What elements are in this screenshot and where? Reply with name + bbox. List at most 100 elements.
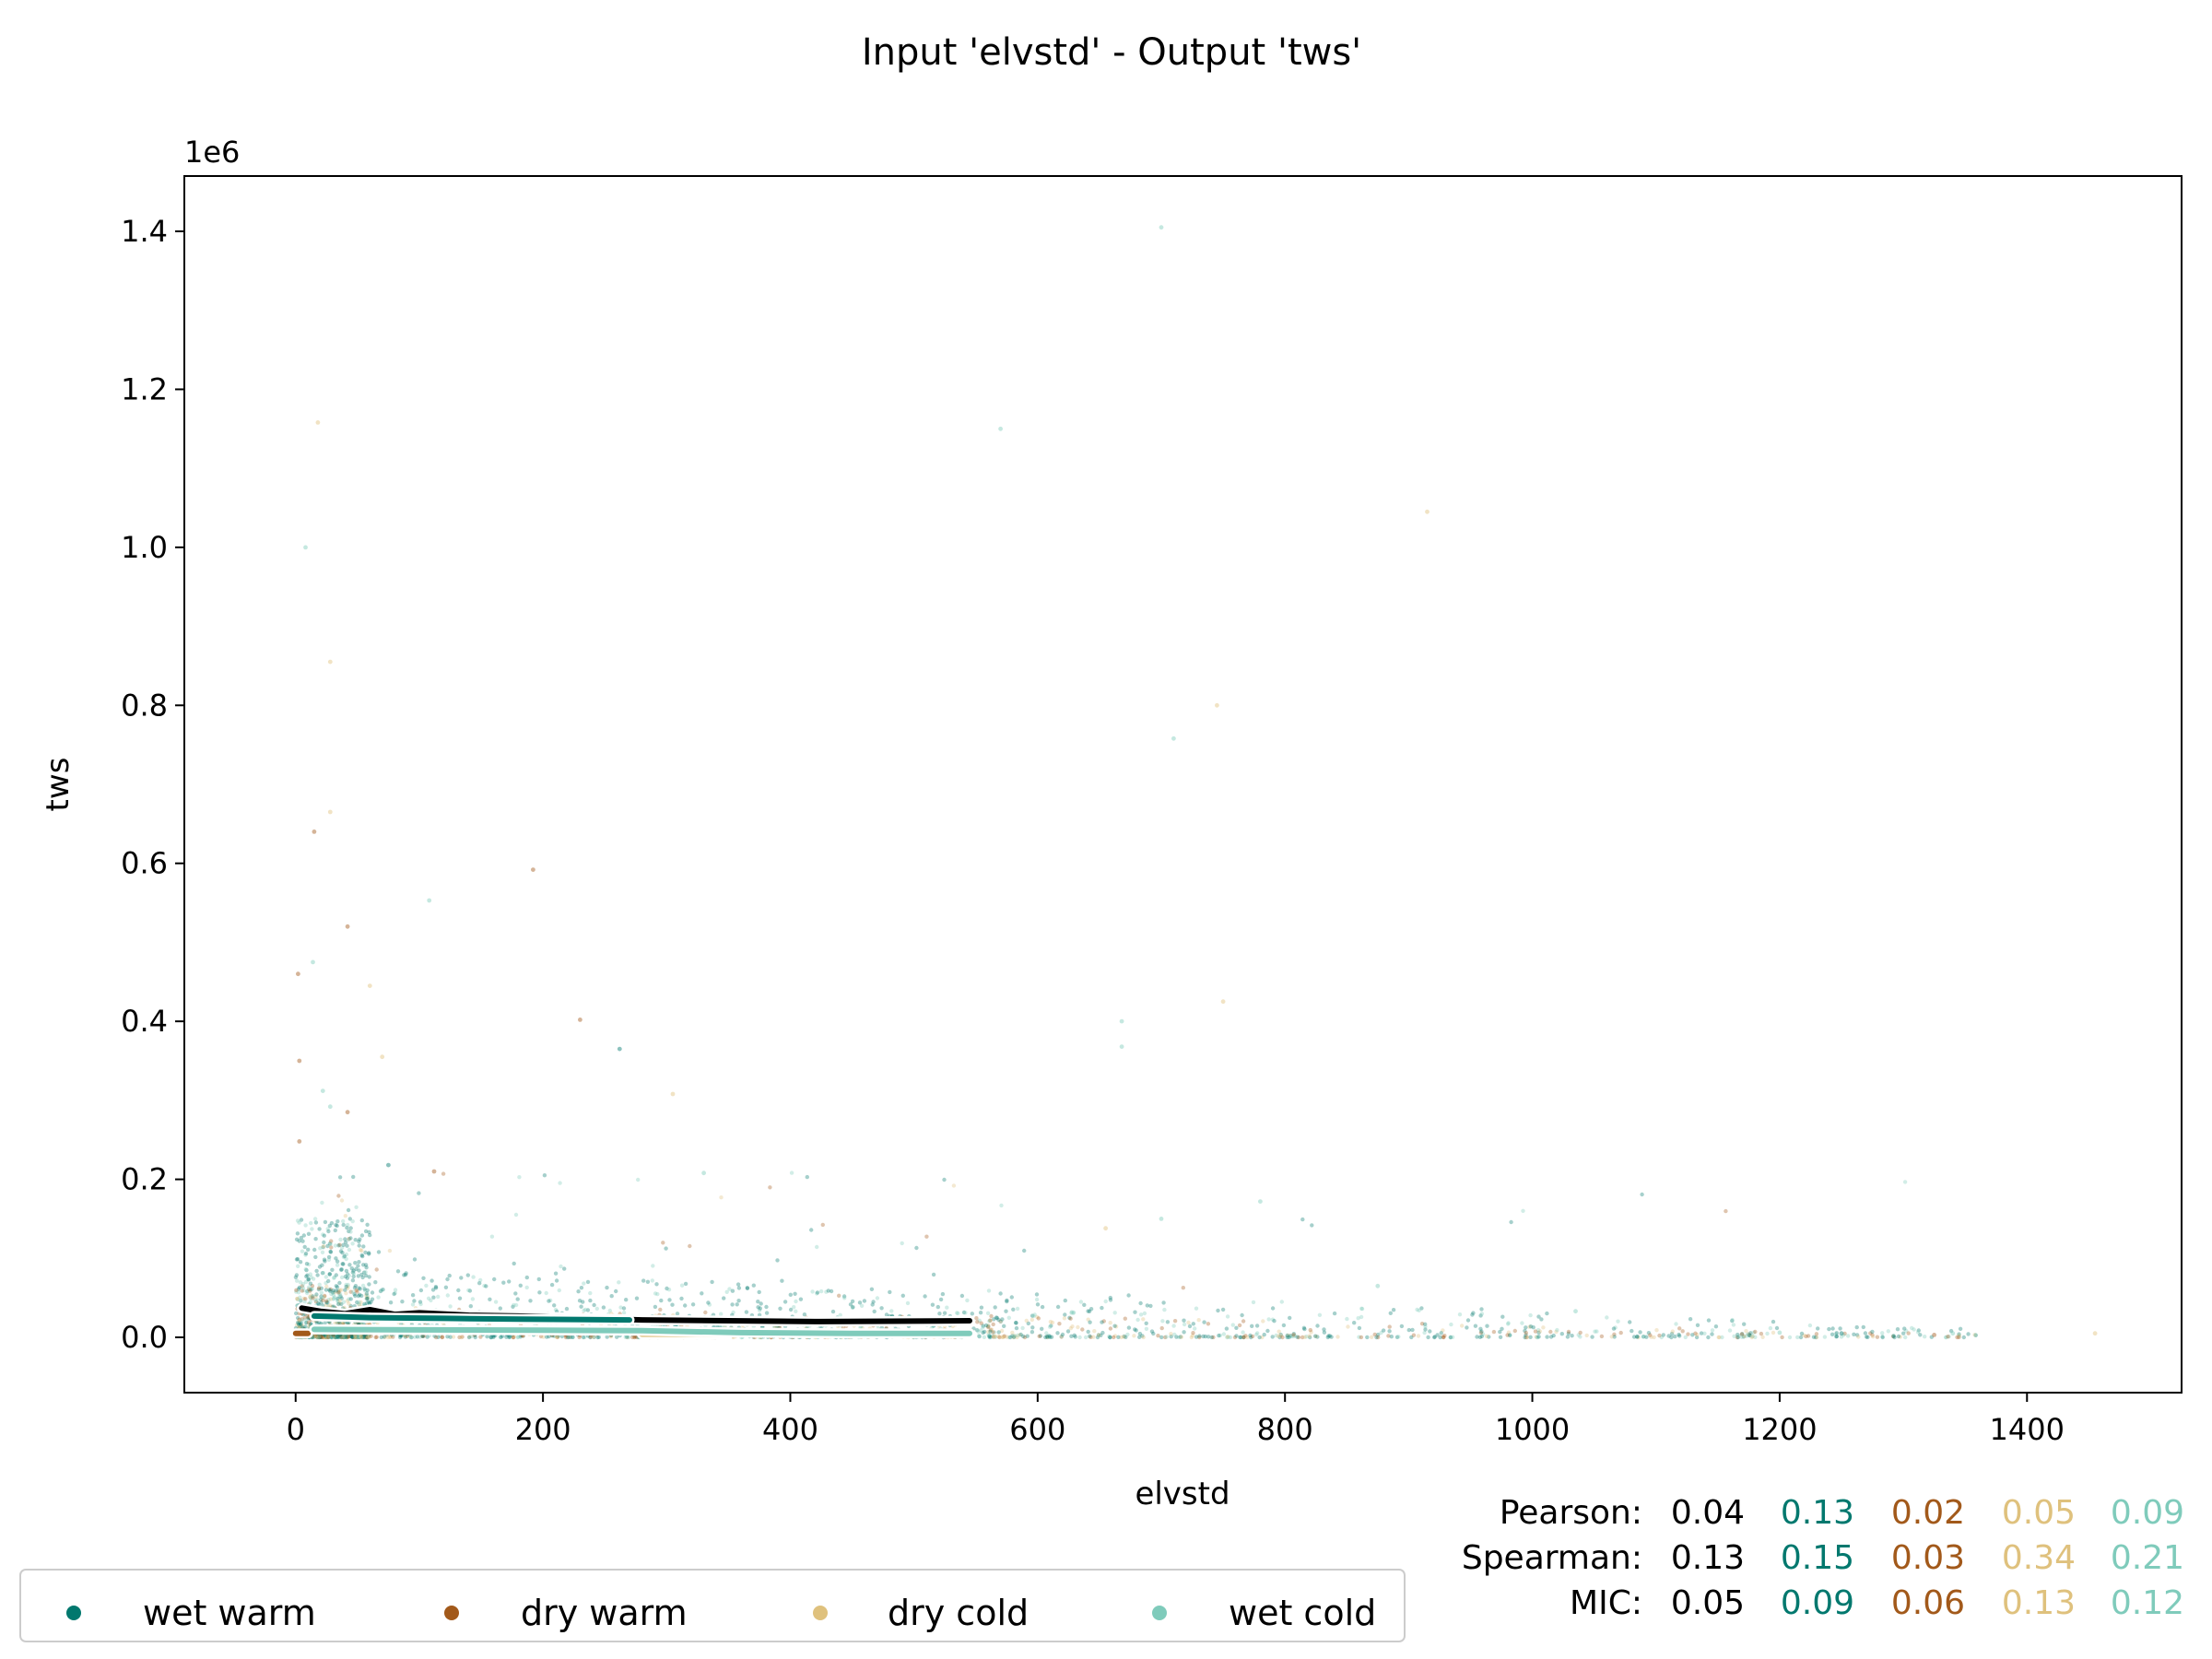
scatter-point (417, 1191, 421, 1195)
scatter-point (363, 1229, 369, 1234)
scatter-point (544, 1290, 548, 1296)
scatter-point (459, 1276, 464, 1280)
scatter-point (1387, 1329, 1392, 1334)
scatter-point (395, 1269, 401, 1274)
scatter-point (346, 1335, 351, 1339)
scatter-point (1524, 1331, 1529, 1335)
scatter-point (1020, 1325, 1025, 1331)
scatter-point (1082, 1302, 1087, 1308)
scatter-point (516, 1335, 521, 1339)
scatter-point (303, 1266, 308, 1272)
scatter-point (1088, 1335, 1093, 1340)
scatter-point (996, 1334, 1001, 1339)
scatter-point (338, 1237, 343, 1242)
legend-marker (1152, 1606, 1167, 1620)
scatter-point (339, 1301, 344, 1307)
outlier-point (701, 1171, 706, 1176)
scatter-point (757, 1289, 761, 1295)
scatter-point (367, 1275, 371, 1279)
scatter-point (568, 1335, 573, 1340)
scatter-point (756, 1305, 760, 1310)
scatter-point (1194, 1335, 1199, 1339)
scatter-point (300, 1284, 304, 1288)
scatter-point (445, 1293, 450, 1298)
scatter-point (751, 1283, 756, 1288)
scatter-point (338, 1334, 343, 1338)
scatter-point (1531, 1325, 1535, 1330)
scatter-point (1450, 1335, 1455, 1340)
scatter-point (1694, 1335, 1700, 1340)
scatter-point (1156, 1334, 1160, 1338)
scatter-point (518, 1335, 523, 1339)
scatter-point (1527, 1324, 1532, 1329)
scatter-point (343, 1214, 347, 1218)
scatter-point (1957, 1332, 1961, 1336)
scatter-point (321, 1245, 325, 1250)
outlier-point (296, 971, 300, 977)
scatter-point (999, 1328, 1005, 1334)
scatter-point (1870, 1329, 1875, 1335)
scatter-point (605, 1285, 609, 1290)
scatter-point (308, 1281, 313, 1286)
scatter-point (1144, 1326, 1149, 1332)
scatter-point (1040, 1326, 1044, 1332)
scatter-point (650, 1278, 654, 1283)
scatter-point (970, 1312, 975, 1316)
scatter-point (309, 1275, 313, 1280)
scatter-point (1846, 1334, 1851, 1338)
scatter-point (577, 1335, 582, 1340)
scatter-point (1943, 1335, 1948, 1340)
scatter-point (1765, 1331, 1770, 1336)
outlier-point (327, 659, 333, 665)
scatter-point (670, 1302, 675, 1307)
scatter-point (294, 1323, 300, 1327)
scatter-point (1134, 1328, 1138, 1333)
scatter-point (346, 1237, 351, 1242)
scatter-point (1545, 1335, 1549, 1339)
scatter-point (296, 1264, 300, 1269)
scatter-point (327, 1335, 332, 1339)
scatter-point (542, 1173, 547, 1178)
scatter-point (1232, 1335, 1238, 1340)
scatter-point (335, 1335, 340, 1339)
scatter-point (1009, 1295, 1015, 1300)
scatter-point (360, 1275, 365, 1280)
scatter-point (1409, 1335, 1414, 1340)
scatter-point (347, 1273, 351, 1278)
scatter-point (1126, 1293, 1131, 1298)
scatter-point (1915, 1330, 1921, 1335)
scatter-point (1071, 1311, 1076, 1315)
scatter-point (1206, 1322, 1211, 1326)
scatter-point (513, 1302, 519, 1308)
scatter-point (314, 1334, 319, 1338)
scatter-point (1442, 1334, 1447, 1338)
outlier-point (320, 1088, 325, 1093)
scatter-point (1548, 1335, 1554, 1339)
scatter-point (1172, 1319, 1178, 1324)
scatter-point (1191, 1331, 1195, 1335)
stat-value: 0.06 (1891, 1584, 1965, 1622)
legend-label: wet warm (143, 1593, 316, 1633)
scatter-point (1325, 1335, 1331, 1340)
scatter-point (829, 1288, 834, 1294)
scatter-point (1635, 1334, 1640, 1339)
scatter-point (440, 1335, 445, 1339)
scatter-point (978, 1311, 983, 1315)
scatter-point (1523, 1335, 1527, 1340)
scatter-point (1396, 1335, 1401, 1339)
scatter-point (385, 1335, 391, 1340)
scatter-point (367, 1300, 371, 1305)
scatter-point (1654, 1328, 1659, 1333)
scatter-point (478, 1277, 483, 1283)
scatter-point (1376, 1335, 1381, 1340)
scatter-point (1345, 1316, 1349, 1322)
scatter-point (1612, 1335, 1617, 1339)
scatter-point (554, 1278, 559, 1283)
scatter-point (504, 1335, 509, 1339)
scatter-point (320, 1335, 325, 1340)
scatter-point (465, 1273, 470, 1277)
outlier-point (617, 1046, 622, 1052)
scatter-point (308, 1272, 312, 1277)
scatter-point (1771, 1330, 1776, 1335)
scatter-point (312, 1335, 316, 1339)
